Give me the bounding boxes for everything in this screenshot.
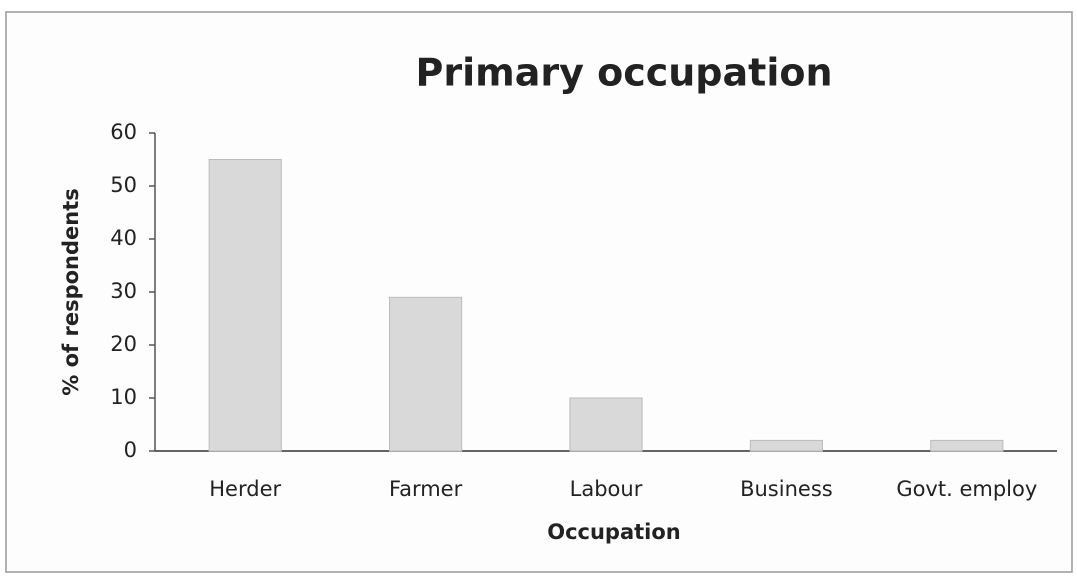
y-tick-label: 30 bbox=[110, 279, 137, 303]
bar bbox=[389, 296, 463, 452]
x-tick-label: Farmer bbox=[389, 477, 463, 501]
y-tick-label: 10 bbox=[110, 385, 137, 409]
bar bbox=[930, 439, 1004, 452]
y-axis-title: % of respondents bbox=[59, 188, 83, 396]
x-tick-label: Labour bbox=[570, 477, 643, 501]
y-tick-label: 0 bbox=[124, 438, 137, 462]
y-tick-label: 20 bbox=[110, 332, 137, 356]
x-tick-label: Business bbox=[740, 477, 833, 501]
bar bbox=[749, 439, 823, 452]
y-tick-label: 40 bbox=[110, 226, 137, 250]
x-axis-title: Occupation bbox=[547, 520, 681, 544]
bar bbox=[208, 159, 282, 452]
x-tick-label: Govt. employ bbox=[896, 477, 1037, 501]
x-tick-label: Herder bbox=[209, 477, 281, 501]
y-tick-label: 50 bbox=[110, 173, 137, 197]
chart-frame bbox=[5, 11, 1073, 573]
chart-title: Primary occupation bbox=[416, 51, 833, 95]
y-tick-label: 60 bbox=[110, 120, 137, 144]
bar bbox=[569, 397, 643, 452]
